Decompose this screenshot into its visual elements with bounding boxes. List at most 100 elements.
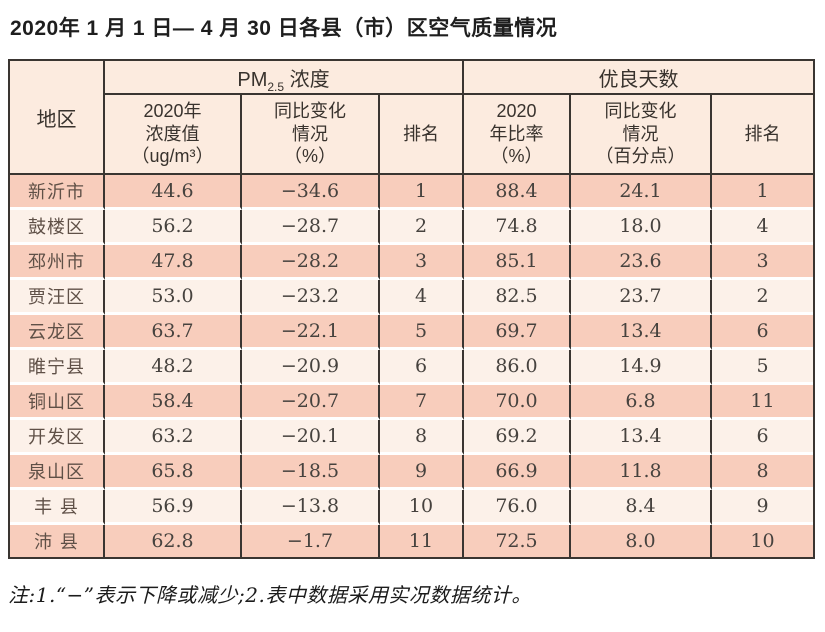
pm-rank-cell: 11 <box>380 525 464 557</box>
pm-change-cell: −18.5 <box>242 455 380 490</box>
table-row: 丰 县 56.9 −13.8 10 76.0 8.4 9 <box>10 490 813 525</box>
pm-value-cell: 58.4 <box>105 385 242 420</box>
pm-rank-cell: 3 <box>380 245 464 280</box>
gd-rank-cell: 10 <box>712 525 813 557</box>
region-cell: 丰 县 <box>10 490 105 525</box>
pm25-label-rest: 浓度 <box>284 68 330 91</box>
gd-ratio-cell: 74.8 <box>464 210 571 245</box>
column-header-region: 地区 <box>10 61 105 175</box>
pm-rank-cell: 5 <box>380 315 464 350</box>
footnote: 注:1.“−”表示下降或减少;2.表中数据采用实况数据统计。 <box>8 583 532 607</box>
gd-ratio-cell: 88.4 <box>464 175 571 210</box>
pm-rank-cell: 2 <box>380 210 464 245</box>
pm-change-cell: −1.7 <box>242 525 380 557</box>
pm-value-cell: 62.8 <box>105 525 242 557</box>
region-cell: 新沂市 <box>10 175 105 210</box>
pm-rank-cell: 6 <box>380 350 464 385</box>
pm-rank-cell: 9 <box>380 455 464 490</box>
gd-change-cell: 11.8 <box>571 455 712 490</box>
gd-change-cell: 23.6 <box>571 245 712 280</box>
gd-ratio-cell: 69.7 <box>464 315 571 350</box>
gd-ratio-cell: 70.0 <box>464 385 571 420</box>
pm-change-cell: −20.7 <box>242 385 380 420</box>
gd-ratio-cell: 76.0 <box>464 490 571 525</box>
column-header-pm-rank: 排名 <box>380 95 464 175</box>
pm-rank-cell: 7 <box>380 385 464 420</box>
gd-change-cell: 6.8 <box>571 385 712 420</box>
pm25-label: PM <box>237 68 268 91</box>
pm-change-cell: −28.2 <box>242 245 380 280</box>
gd-ratio-cell: 86.0 <box>464 350 571 385</box>
column-header-gd-rank: 排名 <box>712 95 813 175</box>
pm-rank-cell: 4 <box>380 280 464 315</box>
region-cell: 铜山区 <box>10 385 105 420</box>
gd-rank-cell: 3 <box>712 245 813 280</box>
table-row: 泉山区 65.8 −18.5 9 66.9 11.8 8 <box>10 455 813 490</box>
gd-change-cell: 23.7 <box>571 280 712 315</box>
region-cell: 云龙区 <box>10 315 105 350</box>
column-header-gd-ratio: 2020 年比率 （%） <box>464 95 571 175</box>
air-quality-table: 地区 PM2.5 浓度 优良天数 2020年 浓度值 （ug/m³） 同比变化 … <box>8 59 815 559</box>
table-row: 新沂市 44.6 −34.6 1 88.4 24.1 1 <box>10 175 813 210</box>
pm-change-cell: −20.1 <box>242 420 380 455</box>
pm-value-cell: 63.2 <box>105 420 242 455</box>
pm-value-cell: 48.2 <box>105 350 242 385</box>
pm-value-cell: 65.8 <box>105 455 242 490</box>
region-cell: 沛 县 <box>10 525 105 557</box>
table-row: 铜山区 58.4 −20.7 7 70.0 6.8 11 <box>10 385 813 420</box>
gd-rank-cell: 4 <box>712 210 813 245</box>
gd-ratio-cell: 69.2 <box>464 420 571 455</box>
pm-change-cell: −20.9 <box>242 350 380 385</box>
gd-rank-cell: 11 <box>712 385 813 420</box>
pm-change-cell: −23.2 <box>242 280 380 315</box>
gd-ratio-cell: 85.1 <box>464 245 571 280</box>
table-row: 开发区 63.2 −20.1 8 69.2 13.4 6 <box>10 420 813 455</box>
region-cell: 开发区 <box>10 420 105 455</box>
pm-value-cell: 56.9 <box>105 490 242 525</box>
gd-rank-cell: 8 <box>712 455 813 490</box>
region-cell: 睢宁县 <box>10 350 105 385</box>
gd-change-cell: 13.4 <box>571 420 712 455</box>
gd-change-cell: 8.4 <box>571 490 712 525</box>
table-row: 邳州市 47.8 −28.2 3 85.1 23.6 3 <box>10 245 813 280</box>
gd-rank-cell: 6 <box>712 315 813 350</box>
column-header-pm-change: 同比变化 情况 （%） <box>242 95 380 175</box>
pm-rank-cell: 10 <box>380 490 464 525</box>
gd-rank-cell: 5 <box>712 350 813 385</box>
region-cell: 贾汪区 <box>10 280 105 315</box>
gd-rank-cell: 6 <box>712 420 813 455</box>
column-group-good-days: 优良天数 <box>464 61 813 95</box>
column-header-gd-change: 同比变化 情况 （百分点） <box>571 95 712 175</box>
table-row: 鼓楼区 56.2 −28.7 2 74.8 18.0 4 <box>10 210 813 245</box>
pm-rank-cell: 1 <box>380 175 464 210</box>
region-cell: 邳州市 <box>10 245 105 280</box>
page-title: 2020年 1 月 1 日— 4 月 30 日各县（市）区空气质量情况 <box>10 17 558 40</box>
table-row: 沛 县 62.8 −1.7 11 72.5 8.0 10 <box>10 525 813 557</box>
pm-value-cell: 47.8 <box>105 245 242 280</box>
gd-ratio-cell: 82.5 <box>464 280 571 315</box>
pm-change-cell: −13.8 <box>242 490 380 525</box>
table-row: 睢宁县 48.2 −20.9 6 86.0 14.9 5 <box>10 350 813 385</box>
pm-value-cell: 53.0 <box>105 280 242 315</box>
gd-rank-cell: 2 <box>712 280 813 315</box>
table-row: 云龙区 63.7 −22.1 5 69.7 13.4 6 <box>10 315 813 350</box>
gd-change-cell: 13.4 <box>571 315 712 350</box>
gd-change-cell: 18.0 <box>571 210 712 245</box>
pm-value-cell: 56.2 <box>105 210 242 245</box>
table-body: 新沂市 44.6 −34.6 1 88.4 24.1 1 鼓楼区 56.2 −2… <box>10 175 813 557</box>
pm-rank-cell: 8 <box>380 420 464 455</box>
gd-ratio-cell: 66.9 <box>464 455 571 490</box>
gd-ratio-cell: 72.5 <box>464 525 571 557</box>
pm-change-cell: −28.7 <box>242 210 380 245</box>
region-cell: 泉山区 <box>10 455 105 490</box>
pm-value-cell: 63.7 <box>105 315 242 350</box>
column-header-pm-value: 2020年 浓度值 （ug/m³） <box>105 95 242 175</box>
column-group-pm25: PM2.5 浓度 <box>105 61 464 95</box>
pm-change-cell: −34.6 <box>242 175 380 210</box>
gd-rank-cell: 9 <box>712 490 813 525</box>
table-header: 地区 PM2.5 浓度 优良天数 2020年 浓度值 （ug/m³） 同比变化 … <box>10 61 813 175</box>
pm25-subscript: 2.5 <box>267 79 285 94</box>
gd-change-cell: 24.1 <box>571 175 712 210</box>
gd-change-cell: 8.0 <box>571 525 712 557</box>
table-row: 贾汪区 53.0 −23.2 4 82.5 23.7 2 <box>10 280 813 315</box>
